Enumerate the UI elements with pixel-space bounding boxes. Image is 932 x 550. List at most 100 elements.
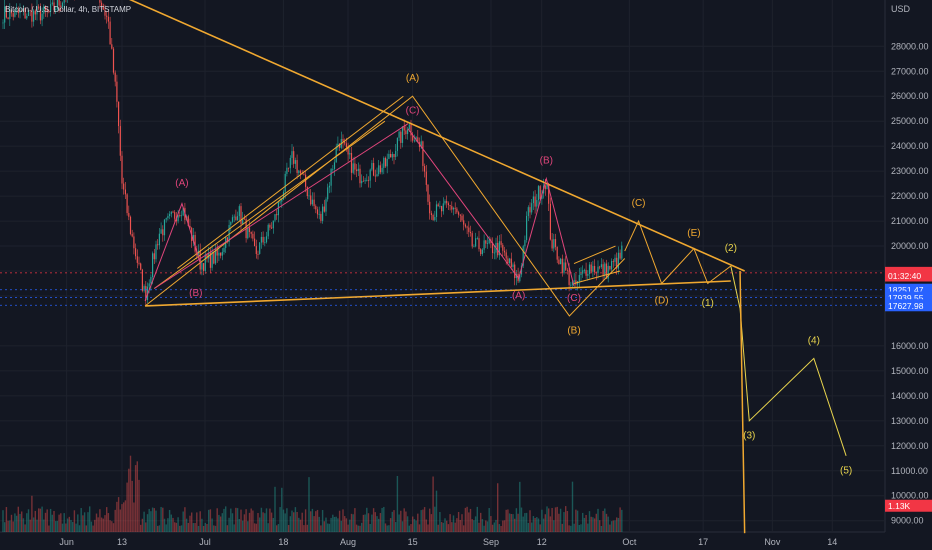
volume-bar <box>510 514 512 532</box>
candle-body <box>391 153 393 158</box>
candle-body <box>118 101 120 127</box>
candle-body <box>588 264 591 275</box>
volume-bar <box>454 522 456 532</box>
volume-bar <box>313 516 315 532</box>
volume-bar <box>267 523 269 532</box>
candle-body <box>374 175 376 177</box>
volume-bar <box>350 513 353 532</box>
candle-body <box>510 258 512 267</box>
candle-body <box>425 171 427 185</box>
crash-line <box>739 271 746 534</box>
candle-body <box>276 214 278 216</box>
volume-bar <box>31 495 33 532</box>
candle-body <box>187 216 189 227</box>
volume-bar <box>597 508 599 532</box>
volume-bar <box>7 520 9 532</box>
candle-body <box>19 10 21 14</box>
volume-bar <box>146 514 149 532</box>
volume-bar <box>355 524 358 532</box>
volume-bar <box>252 510 254 532</box>
candle-body <box>410 124 412 136</box>
volume-bar <box>151 507 154 532</box>
volume-bar <box>85 525 87 532</box>
volume-bar <box>427 524 429 532</box>
candle-body <box>485 240 487 244</box>
candle-body <box>277 202 279 216</box>
candle-body <box>551 239 553 249</box>
candle-body <box>60 5 62 8</box>
volume-bar <box>199 511 201 532</box>
candle-body <box>228 224 230 242</box>
volume-bar <box>248 512 251 532</box>
candle-body <box>349 153 351 155</box>
pink-abc-path <box>144 202 201 302</box>
candle-body <box>444 200 446 204</box>
volume-bar <box>165 524 167 532</box>
candle-body <box>143 286 145 291</box>
candle-body <box>104 9 106 16</box>
candle-body <box>442 203 444 212</box>
volume-bar <box>87 512 89 532</box>
candle-body <box>24 8 26 19</box>
volume-bar <box>347 524 349 532</box>
candle-body <box>255 246 257 254</box>
volume-bar <box>153 508 155 532</box>
volume-bar <box>68 516 70 532</box>
volume-bar <box>43 519 45 532</box>
volume-bar <box>485 520 487 532</box>
volume-bar <box>14 513 16 532</box>
volume-bar <box>542 518 545 532</box>
volume-bar <box>481 519 484 532</box>
volume-bar <box>389 518 392 532</box>
candle-body <box>548 184 550 204</box>
volume-bar <box>566 511 569 532</box>
volume-bar <box>163 518 166 532</box>
volume-bar <box>61 523 64 532</box>
volume-bar <box>488 508 490 532</box>
pink-lower-wave <box>154 123 409 289</box>
candle-body <box>230 221 232 225</box>
candle-body <box>333 162 336 170</box>
candle-body <box>430 213 432 215</box>
volume-bar <box>4 522 6 532</box>
candle-body <box>379 165 381 173</box>
candle-body <box>299 170 302 174</box>
volume-bar <box>284 513 286 532</box>
candle-body <box>201 263 203 270</box>
candle-body <box>339 143 341 148</box>
volume-bar <box>452 515 455 532</box>
candle-body <box>558 259 560 265</box>
wave-label: (3) <box>743 430 755 441</box>
volume-bar <box>486 521 489 532</box>
volume-bar <box>247 521 249 532</box>
candle-body <box>475 238 477 247</box>
candle-body <box>303 173 305 175</box>
volume-bar <box>364 514 366 532</box>
candle-body <box>158 233 160 246</box>
candle-body <box>570 284 572 286</box>
candle-body <box>220 252 222 256</box>
volume-bar <box>325 517 327 532</box>
volume-bar <box>395 522 397 532</box>
volume-bar <box>121 504 123 532</box>
candle-body <box>226 237 228 242</box>
candle-body <box>131 233 133 237</box>
candle-body <box>471 233 473 247</box>
candle-body <box>288 167 290 169</box>
candle-body <box>174 212 176 219</box>
candle-body <box>272 220 274 229</box>
volume-bar <box>548 508 550 532</box>
volume-bar <box>362 514 365 532</box>
candle-body <box>218 252 220 256</box>
volume-bar <box>102 518 104 532</box>
candle-body <box>539 186 541 199</box>
candle-body <box>311 199 313 205</box>
volume-bar <box>191 512 193 532</box>
volume-bar <box>451 522 453 532</box>
candle-body <box>5 6 7 18</box>
volume-bar <box>612 520 614 532</box>
volume-bar <box>78 525 81 532</box>
volume-bar <box>177 517 179 532</box>
candle-body <box>204 254 206 271</box>
